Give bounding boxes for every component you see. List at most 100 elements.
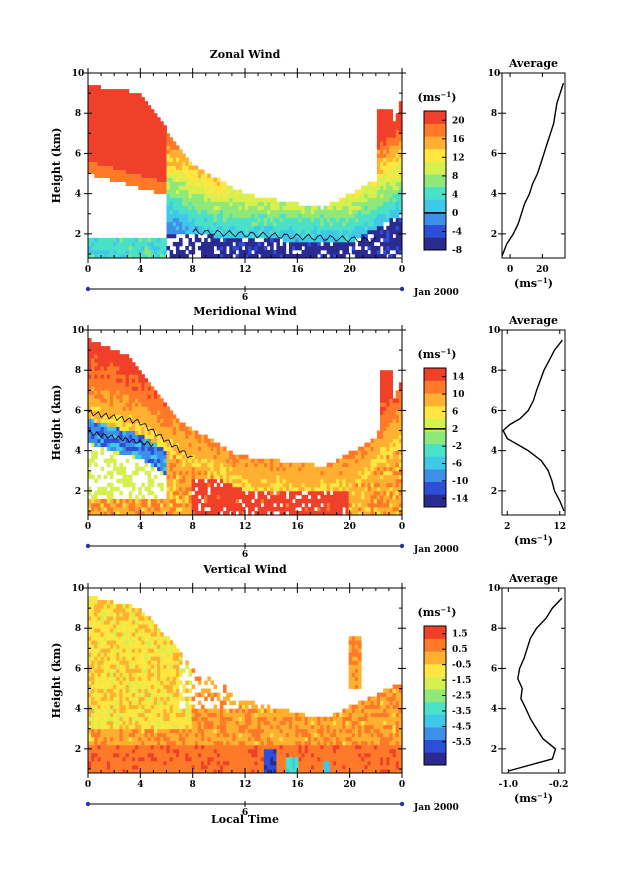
heatmap-cell bbox=[94, 462, 98, 468]
heatmap-cell bbox=[113, 434, 117, 439]
heatmap-cell bbox=[97, 145, 101, 150]
heatmap-cell bbox=[339, 205, 343, 211]
heatmap-cell bbox=[169, 474, 174, 480]
heatmap-cell bbox=[150, 117, 155, 122]
heatmap-cell bbox=[292, 510, 296, 516]
heatmap-cell bbox=[88, 656, 92, 661]
heatmap-cell bbox=[97, 370, 101, 375]
heatmap-cell bbox=[100, 161, 105, 166]
heatmap-cell bbox=[119, 764, 123, 770]
heatmap-cell bbox=[160, 454, 164, 460]
heatmap-cell bbox=[147, 430, 152, 435]
heatmap-cell bbox=[204, 434, 208, 439]
heatmap-cell bbox=[119, 672, 123, 677]
heatmap-cell bbox=[103, 760, 108, 766]
average-y-tick-label: 8 bbox=[491, 366, 497, 376]
heatmap-cell bbox=[103, 241, 108, 247]
heatmap-cell bbox=[169, 498, 174, 504]
heatmap-cell bbox=[323, 217, 328, 223]
heatmap-cell bbox=[314, 221, 318, 227]
heatmap-cell bbox=[395, 173, 400, 178]
heatmap-cell bbox=[392, 225, 397, 231]
heatmap-cell bbox=[166, 245, 171, 251]
heatmap-cell bbox=[100, 109, 105, 114]
heatmap-cell bbox=[125, 410, 130, 415]
heatmap-cell bbox=[109, 506, 114, 512]
heatmap-cell bbox=[103, 141, 108, 146]
heatmap-cell bbox=[354, 253, 359, 259]
heatmap-cell bbox=[175, 490, 180, 496]
heatmap-cell bbox=[223, 233, 227, 239]
heatmap-cell bbox=[229, 245, 233, 251]
heatmap-cell bbox=[201, 450, 205, 456]
heatmap-cell bbox=[248, 193, 252, 199]
heatmap-cell bbox=[169, 450, 174, 456]
heatmap-cell bbox=[307, 205, 312, 211]
heatmap-cell bbox=[276, 482, 280, 488]
heatmap-cell bbox=[241, 478, 246, 484]
heatmap-cell bbox=[100, 394, 105, 399]
heatmap-cell bbox=[235, 454, 240, 460]
heatmap-cell bbox=[125, 450, 130, 456]
heatmap-cell bbox=[91, 157, 95, 162]
heatmap-cell bbox=[188, 450, 193, 456]
heatmap-cell bbox=[157, 430, 161, 435]
heatmap-cell bbox=[279, 221, 284, 227]
heatmap-cell bbox=[97, 89, 101, 94]
heatmap-cell bbox=[150, 145, 155, 150]
colorbar-unit: (ms−1) bbox=[417, 347, 456, 361]
heatmap-cell bbox=[310, 213, 315, 219]
heatmap-cell bbox=[392, 490, 397, 496]
heatmap-cell bbox=[106, 756, 111, 762]
heatmap-cell bbox=[97, 640, 101, 645]
heatmap-cell bbox=[125, 724, 130, 730]
heatmap-cell bbox=[292, 221, 296, 227]
heatmap-cell bbox=[94, 736, 98, 742]
heatmap-cell bbox=[100, 141, 105, 146]
heatmap-cell bbox=[238, 245, 243, 251]
heatmap-cell bbox=[100, 89, 105, 94]
heatmap-cell bbox=[245, 466, 249, 472]
heatmap-cell bbox=[194, 490, 199, 496]
heatmap-cell bbox=[94, 708, 98, 714]
x-tick-label: 0 bbox=[399, 265, 405, 275]
heatmap-cell bbox=[213, 510, 218, 516]
heatmap-cell bbox=[238, 197, 243, 203]
heatmap-cell bbox=[138, 97, 142, 102]
heatmap-cell bbox=[172, 201, 177, 207]
heatmap-cell bbox=[323, 245, 328, 251]
heatmap-cell bbox=[147, 406, 152, 411]
heatmap-cell bbox=[179, 498, 183, 504]
heatmap-cell bbox=[219, 462, 224, 468]
heatmap-cell bbox=[147, 185, 152, 191]
heatmap-cell bbox=[251, 466, 255, 472]
heatmap-cell bbox=[153, 426, 158, 431]
heatmap-cell bbox=[150, 458, 155, 464]
heatmap-cell bbox=[150, 121, 155, 126]
heatmap-cell bbox=[295, 474, 299, 480]
heatmap-cell bbox=[219, 229, 224, 235]
heatmap-cell bbox=[367, 201, 371, 207]
heatmap-cell bbox=[94, 716, 98, 722]
heatmap-cell bbox=[279, 233, 284, 239]
heatmap-cell bbox=[128, 141, 133, 146]
heatmap-cell bbox=[392, 466, 397, 472]
heatmap-cell bbox=[254, 482, 258, 488]
heatmap-cell bbox=[125, 624, 130, 629]
heatmap-cell bbox=[94, 121, 98, 126]
heatmap-cell bbox=[91, 358, 95, 363]
heatmap-cell bbox=[169, 418, 174, 423]
heatmap-cell bbox=[301, 225, 306, 231]
heatmap-cell bbox=[157, 402, 161, 407]
heatmap-cell bbox=[166, 414, 171, 419]
heatmap-cell bbox=[219, 193, 224, 199]
heatmap-cell bbox=[367, 494, 371, 500]
heatmap-cell bbox=[238, 454, 243, 460]
heatmap-cell bbox=[392, 482, 397, 488]
heatmap-cell bbox=[254, 201, 258, 207]
heatmap-cell bbox=[295, 241, 299, 247]
heatmap-cell bbox=[386, 438, 390, 444]
heatmap-cell bbox=[141, 402, 145, 407]
heatmap-cell bbox=[358, 454, 362, 460]
heatmap-cell bbox=[116, 704, 120, 710]
